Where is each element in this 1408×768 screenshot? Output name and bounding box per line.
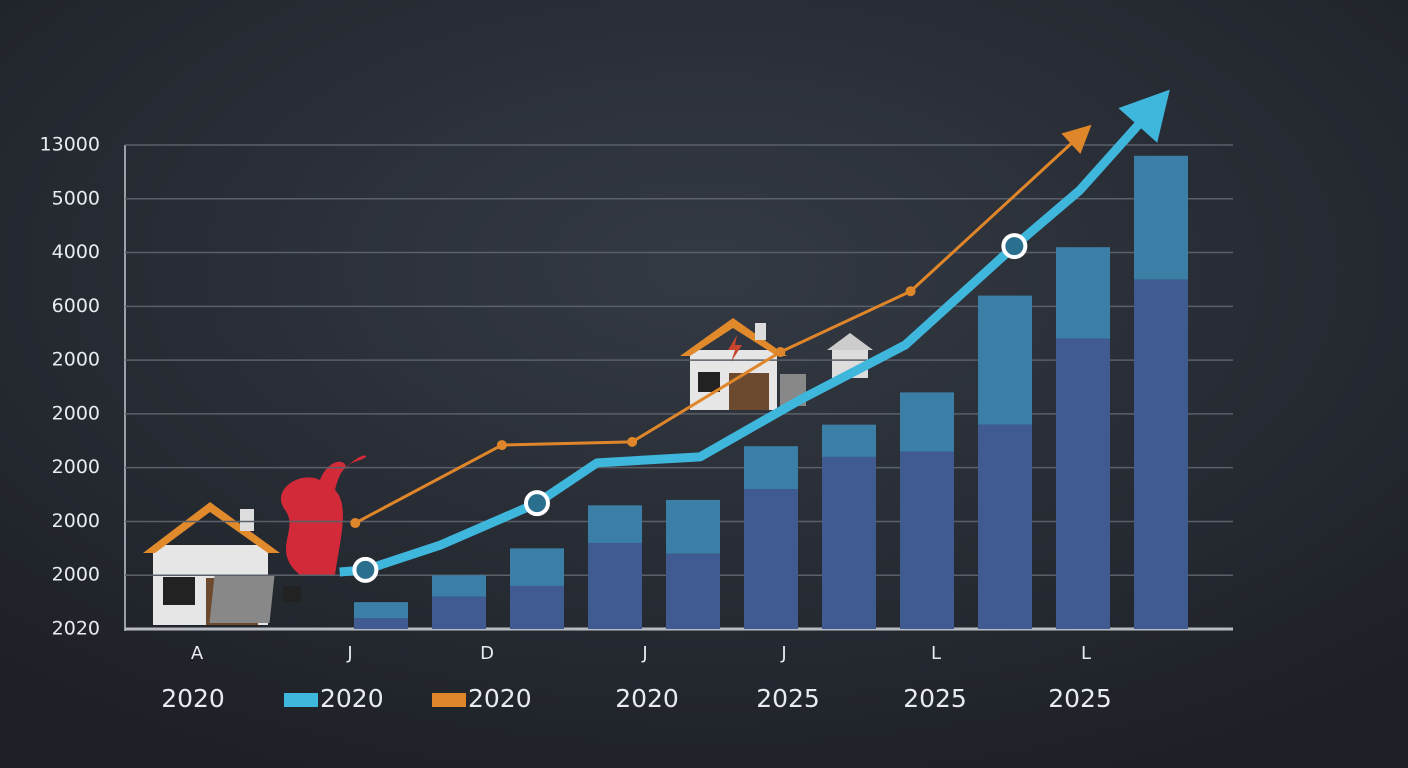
bar-segment — [666, 499, 720, 554]
y-tick-label: 2000 — [52, 456, 100, 478]
point — [905, 286, 916, 297]
y-tick-label: 2000 — [52, 349, 100, 371]
line — [339, 97, 1164, 577]
bar-segment — [978, 295, 1032, 425]
line — [354, 129, 1087, 525]
point — [775, 347, 786, 358]
bar-segment — [1134, 155, 1188, 280]
bar-segment — [510, 548, 564, 586]
bottom-label: 2025 — [1048, 684, 1112, 713]
y-tick-label: 2000 — [52, 510, 100, 532]
bar-segment — [822, 424, 876, 457]
point — [352, 556, 379, 583]
x-tick-label: D — [480, 643, 494, 664]
y-tick-label: 4000 — [52, 241, 100, 263]
legend-swatch — [284, 693, 318, 707]
bar-segment — [822, 456, 876, 629]
point — [496, 440, 507, 451]
y-tick-label: 2000 — [52, 402, 100, 424]
x-tick-label: A — [191, 643, 204, 664]
y-tick-label: 5000 — [52, 187, 100, 209]
point — [350, 518, 361, 529]
bar-segment — [666, 553, 720, 629]
x-tick-label: L — [1081, 643, 1091, 664]
y-tick-label: 6000 — [52, 295, 100, 317]
bottom-label: 2020 — [161, 684, 225, 713]
bar-segment — [900, 451, 954, 629]
x-tick-label: J — [780, 643, 786, 664]
bottom-label: 2025 — [903, 684, 967, 713]
bar-segment — [1056, 247, 1110, 339]
point — [524, 490, 550, 517]
bar-segment — [978, 424, 1032, 629]
bar-segment — [510, 585, 564, 629]
point — [627, 436, 638, 447]
bottom-label: 2020 — [615, 684, 679, 713]
house-left — [143, 455, 367, 625]
bar-segment — [744, 489, 798, 629]
y-tick-label: 2020 — [52, 618, 100, 640]
bar-segment — [354, 602, 408, 619]
point — [1001, 233, 1028, 260]
x-tick-label: J — [346, 643, 352, 664]
legend-swatch — [432, 693, 466, 707]
y-tick-label: 13000 — [40, 134, 100, 156]
bar-segment — [1056, 338, 1110, 629]
bar-segment — [588, 542, 642, 629]
bar-segment — [432, 575, 486, 597]
y-tick-label: 2000 — [52, 564, 100, 586]
x-tick-label: L — [931, 643, 941, 664]
bottom-label: 2025 — [756, 684, 820, 713]
legend-label: 2020 — [468, 684, 532, 713]
bar-segment — [354, 618, 408, 629]
bar-segment — [588, 505, 642, 543]
arrow-head — [1061, 124, 1092, 155]
bar-segment — [900, 392, 954, 452]
bar-segment — [432, 596, 486, 629]
legend-label: 2020 — [320, 684, 384, 713]
bar-segment — [1134, 279, 1188, 629]
bar-segment — [744, 446, 798, 490]
x-tick-label: J — [641, 643, 647, 664]
arrow-head — [1118, 89, 1170, 143]
